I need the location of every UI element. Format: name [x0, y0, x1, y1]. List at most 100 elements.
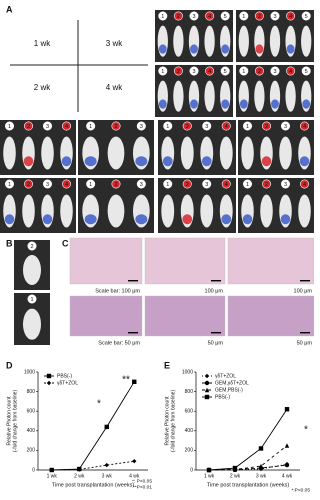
- marker-circle: [220, 66, 230, 76]
- scale-bar: [128, 280, 138, 282]
- week-label: 4 wk: [106, 83, 123, 92]
- mouse: [3, 136, 16, 170]
- x-tick-label: 4 wk: [282, 473, 293, 479]
- legend-label: γδT+ZOL: [215, 373, 236, 379]
- marker-label: 2: [265, 124, 268, 130]
- point: [77, 467, 82, 472]
- marker-label: 1: [166, 124, 169, 130]
- y-tick-label: 800: [185, 389, 194, 395]
- x-tick-label: 1 wk: [47, 473, 58, 479]
- point: [204, 394, 210, 400]
- y-tick-label: 400: [185, 428, 194, 434]
- mouse: [269, 25, 281, 57]
- marker-circle: [173, 66, 183, 76]
- point: [258, 446, 264, 451]
- marker-circle: [173, 11, 183, 21]
- marker-circle: [23, 179, 33, 189]
- y-tick-label: 800: [27, 389, 36, 395]
- scale-bar: [300, 332, 310, 334]
- signal: [158, 99, 167, 109]
- marker-label: 4: [65, 124, 68, 130]
- panel-label: E: [164, 360, 170, 370]
- point: [232, 465, 238, 471]
- mouse: [173, 25, 184, 57]
- marker-label: 1: [161, 69, 164, 75]
- marker-circle: [270, 66, 280, 76]
- marker-label: 4: [65, 182, 68, 188]
- marker-label: 2: [177, 14, 180, 20]
- marker-circle: [243, 179, 253, 189]
- x-tick-label: 2 wk: [74, 473, 85, 479]
- marker-circle: [158, 66, 168, 76]
- signal: [162, 156, 173, 167]
- signal: [221, 99, 230, 109]
- point: [46, 373, 52, 379]
- annotation: **: [122, 375, 130, 386]
- mouse: [204, 80, 215, 112]
- signal: [182, 214, 193, 225]
- marker-circle: [280, 121, 290, 131]
- scale-label: 100 μm: [205, 288, 224, 294]
- marker-label: 2: [186, 124, 189, 130]
- scale-label: 50 μm: [297, 340, 313, 346]
- legend-label: PBS(-): [215, 394, 230, 400]
- marker-circle: [243, 121, 253, 131]
- y-tick-label: 200: [185, 448, 194, 454]
- marker-label: 2: [114, 182, 117, 188]
- marker-label: 4: [225, 182, 228, 188]
- point: [46, 380, 52, 386]
- y-tick-label: 1000: [24, 369, 35, 375]
- signal: [190, 44, 198, 54]
- marker-label: 5: [224, 14, 227, 20]
- marker-label: 3: [273, 14, 276, 20]
- marker-label: 1: [242, 14, 245, 20]
- signal: [201, 156, 212, 167]
- marker-label: 4: [289, 14, 292, 20]
- marker-label: 3: [284, 182, 287, 188]
- series-line: [208, 445, 288, 471]
- x-tick-label: 3 wk: [256, 473, 267, 479]
- marker-circle: [239, 11, 249, 21]
- signal: [23, 156, 34, 167]
- point: [104, 424, 109, 430]
- marker-label: 2: [258, 69, 261, 75]
- mouse: [161, 194, 175, 228]
- signal: [271, 99, 279, 109]
- marker-label: 3: [192, 69, 195, 75]
- signal: [4, 214, 15, 225]
- x-tick-label: 4 wk: [129, 473, 140, 479]
- marker-circle: [5, 179, 14, 189]
- signal: [261, 156, 272, 167]
- marker-circle: [111, 121, 121, 131]
- y-title: (-fold change from baseline): [170, 390, 176, 453]
- marker-label: 3: [284, 124, 287, 130]
- week-label: 3 wk: [106, 39, 123, 48]
- x-title: Time post transplantation (weeks): [52, 482, 134, 488]
- histology: [69, 237, 143, 285]
- marker-circle: [163, 179, 173, 189]
- histology: [227, 237, 314, 285]
- marker-circle: [158, 11, 168, 21]
- legend-label: γδT+ZOL: [57, 380, 78, 386]
- signal: [135, 156, 148, 167]
- marker-circle: [61, 179, 71, 189]
- marker-circle: [254, 66, 264, 76]
- panel-label: C: [62, 238, 69, 248]
- y-tick-label: 0: [32, 467, 35, 473]
- mouse: [301, 25, 312, 57]
- y-title: (-fold change from baseline): [12, 390, 18, 453]
- marker-circle: [301, 11, 311, 21]
- scale-bar: [211, 332, 221, 334]
- x-tick-label: 2 wk: [230, 473, 241, 479]
- marker-circle: [205, 66, 215, 76]
- marker-label: 3: [273, 69, 276, 75]
- week-label: 2 wk: [34, 83, 51, 92]
- scale-bar: [211, 280, 221, 282]
- signal: [61, 156, 72, 167]
- marker-circle: [61, 121, 71, 131]
- y-tick-label: 400: [27, 428, 36, 434]
- marker-circle: [299, 121, 309, 131]
- point: [284, 462, 290, 468]
- x-tick-label: 1 wk: [204, 473, 215, 479]
- marker-label: 4: [303, 124, 306, 130]
